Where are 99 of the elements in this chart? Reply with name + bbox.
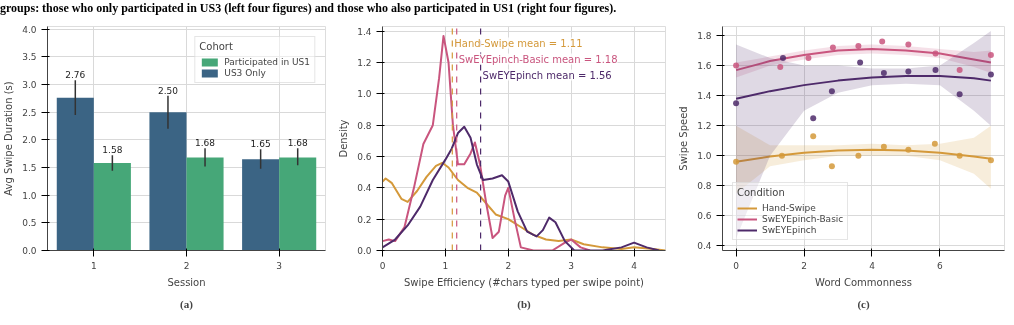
data-label: 2.50: [157, 85, 179, 96]
text: (b): [517, 297, 532, 311]
y-tick-label: 1.0: [697, 151, 712, 162]
point: [733, 158, 740, 165]
y-tick-label: 0.4: [357, 183, 372, 194]
point: [987, 157, 994, 164]
x-tick-label: 3: [276, 260, 283, 271]
point: [956, 67, 963, 74]
y-tick-label: 2.5: [22, 107, 37, 118]
y-tick-label: 1.4: [697, 91, 712, 102]
y-tick-label: 1.0: [357, 89, 372, 100]
point: [956, 152, 963, 159]
point: [880, 143, 887, 150]
bar: [186, 157, 224, 251]
bar: [279, 157, 317, 251]
legend-label: SwEYEpinch: [762, 225, 817, 235]
point: [828, 163, 835, 170]
point: [879, 38, 886, 45]
data-label: 1.65: [250, 139, 271, 150]
y-tick-label: 1.8: [697, 31, 712, 42]
point: [778, 152, 785, 159]
y-axis-title: Density: [338, 119, 350, 158]
point: [932, 67, 939, 74]
point: [855, 152, 862, 159]
y-tick-label: 0.0: [22, 246, 37, 256]
y-axis-title: Avg Swipe Duration (s): [3, 81, 15, 196]
data-label: 1.68: [195, 138, 216, 149]
point: [777, 64, 784, 71]
x-tick-label: 4: [631, 260, 638, 271]
y-tick-label: 4.0: [22, 24, 37, 35]
ref-line-label: SwEYEpinch mean = 1.56: [482, 69, 612, 81]
x-tick-label: 4: [869, 260, 876, 271]
y-tick-label: 1.5: [22, 163, 37, 174]
point: [905, 146, 912, 153]
y-tick-label: 0.2: [357, 214, 372, 225]
point: [733, 62, 740, 69]
point: [905, 41, 912, 48]
x-tick-label: 1: [442, 260, 449, 271]
x-tick-label: 1: [90, 260, 97, 271]
x-tick-label: 2: [505, 260, 512, 271]
text: (c): [857, 297, 870, 311]
y-tick-label: 0.6: [697, 211, 712, 222]
y-tick-label: 0.4: [697, 241, 712, 252]
point: [855, 43, 862, 50]
bar: [149, 112, 187, 251]
legend-label: Participated in US1: [224, 57, 310, 67]
y-tick-label: 2.0: [22, 135, 37, 146]
point: [810, 115, 817, 122]
bar: [56, 97, 94, 251]
y-tick-label: 3.0: [22, 80, 37, 91]
point: [828, 88, 835, 95]
point: [905, 68, 912, 75]
x-tick-label: 2: [183, 260, 190, 271]
x-tick-label: 0: [379, 260, 386, 271]
y-tick-label: 1.2: [357, 58, 372, 69]
legend-label: US3 Only: [224, 68, 266, 78]
x-tick-label: 0: [733, 260, 740, 271]
x-axis-title: Word Commonness: [815, 276, 912, 288]
y-tick-label: 0.5: [22, 218, 37, 229]
y-axis-title: Swipe Speed: [678, 106, 690, 171]
point: [987, 71, 994, 78]
point: [779, 55, 786, 62]
point: [810, 133, 817, 140]
bar: [242, 159, 280, 251]
y-tick-label: 0.8: [697, 181, 712, 192]
y-tick-label: 1.4: [357, 26, 372, 37]
y-tick-label: 1.6: [697, 61, 712, 72]
point: [733, 100, 740, 107]
bar: [93, 163, 131, 251]
point: [987, 52, 994, 59]
ref-line-label: Hand-Swipe mean = 1.11: [454, 37, 583, 49]
x-tick-label: 3: [568, 260, 575, 271]
data-label: 1.58: [102, 145, 123, 156]
legend-title: Condition: [737, 187, 786, 198]
x-axis-title: Session: [167, 276, 206, 288]
y-tick-label: 0.6: [357, 152, 372, 163]
point: [857, 59, 864, 66]
legend-title: Cohort: [199, 41, 234, 52]
point: [956, 91, 963, 98]
legend-label: Hand-Swipe: [762, 203, 816, 213]
data-label: 2.76: [65, 70, 86, 81]
point: [805, 55, 812, 62]
x-tick-label: 2: [801, 260, 807, 271]
y-tick-label: 1.0: [22, 190, 37, 201]
x-axis-title: Swipe Efficiency (#chars typed per swipe point): [404, 276, 645, 288]
text: (a): [180, 297, 194, 311]
y-tick-label: 0.0: [357, 246, 372, 256]
point: [931, 140, 938, 147]
y-tick-label: 1.2: [697, 121, 712, 132]
text: groups: those who only participated in US3 (left four figures) and those who also participated in US1 (right four figures).: [0, 1, 617, 15]
data-label: 1.68: [287, 138, 308, 149]
legend-label: SwEYEpinch-Basic: [762, 214, 844, 224]
x-tick-label: 6: [937, 260, 944, 271]
ref-line-label: SwEYEpinch-Basic mean = 1.18: [458, 53, 618, 65]
y-tick-label: 3.5: [22, 52, 37, 63]
point: [880, 70, 887, 77]
point: [829, 44, 836, 51]
point: [932, 50, 939, 57]
y-tick-label: 0.8: [357, 120, 372, 131]
